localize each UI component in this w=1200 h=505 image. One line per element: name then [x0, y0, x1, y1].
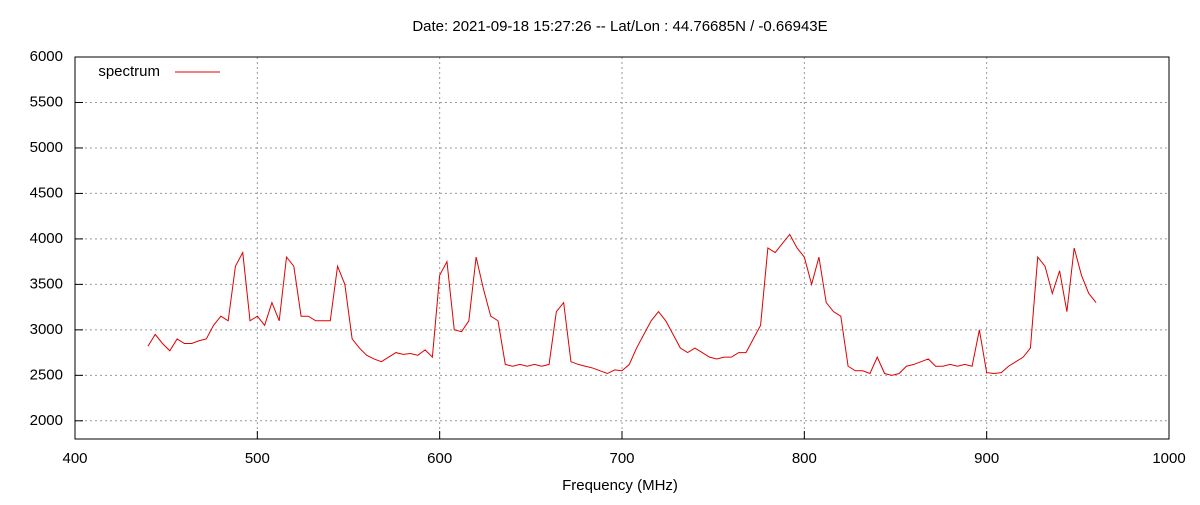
y-tick-label: 2500: [30, 366, 63, 383]
y-tick-label: 2000: [30, 412, 63, 429]
legend-label: spectrum: [98, 63, 160, 80]
x-tick-label: 600: [427, 450, 452, 467]
x-axis-label: Frequency (MHz): [562, 477, 678, 494]
plot-border: [74, 56, 1170, 440]
x-tick-label: 700: [609, 450, 634, 467]
x-tick-label: 900: [974, 450, 999, 467]
x-tick-label: 500: [245, 450, 270, 467]
y-tick-label: 4500: [30, 184, 63, 201]
chart-title: Date: 2021-09-18 15:27:26 -- Lat/Lon : 4…: [412, 18, 827, 35]
y-tick-label: 5000: [30, 139, 63, 156]
x-tick-label: 800: [792, 450, 817, 467]
x-tick-label: 1000: [1152, 450, 1185, 467]
y-tick-label: 6000: [30, 48, 63, 65]
y-tick-label: 3000: [30, 321, 63, 338]
y-tick-label: 4000: [30, 230, 63, 247]
x-tick-label: 400: [62, 450, 87, 467]
spectrum-line: [147, 233, 1097, 376]
y-tick-label: 5500: [30, 93, 63, 110]
y-tick-label: 3500: [30, 275, 63, 292]
